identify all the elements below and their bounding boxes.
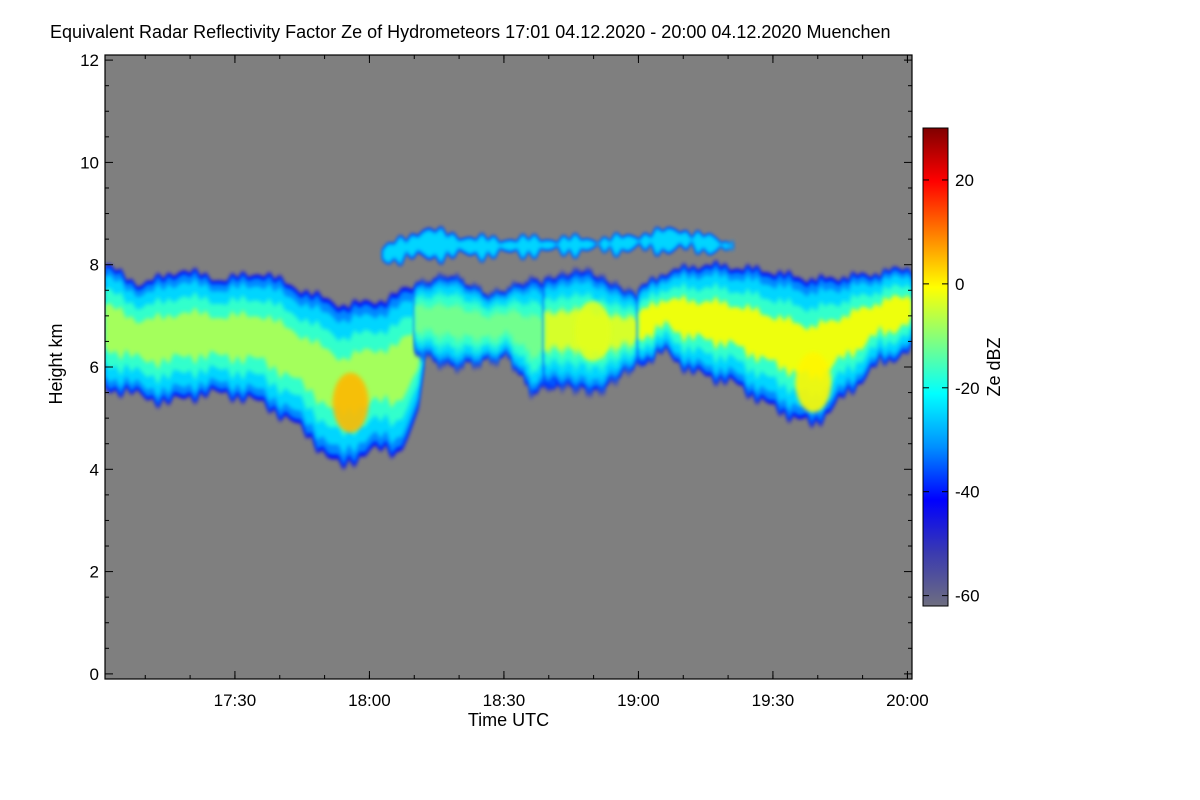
cloud-shell: [638, 294, 912, 383]
y-tick-label: 0: [90, 665, 99, 684]
y-tick-label: 4: [90, 460, 99, 479]
colorbar: 20 0 -20 -40 -60 Ze dBZ: [922, 127, 1004, 607]
cloud-layer-upper-fragments: [382, 226, 733, 267]
x-tick-label: 19:30: [752, 691, 795, 710]
intense-core: [795, 352, 832, 413]
y-tick-label: 2: [90, 563, 99, 582]
cloud-layer-main-cloud-2: [415, 271, 564, 401]
colorbar-tick-label: -40: [955, 483, 980, 502]
intense-core: [332, 372, 369, 433]
colorbar-gradient: [923, 128, 948, 606]
x-tick-label: 19:00: [617, 691, 660, 710]
axes: 17:30 18:00 18:30 19:00 19:30 20:00 0 2 4 6 8 10 12 T…: [46, 51, 929, 730]
colorbar-label: Ze dBZ: [984, 337, 1004, 396]
x-tick-label: 18:00: [348, 691, 391, 710]
x-axis-title: Time UTC: [468, 710, 549, 730]
x-tick-label: 17:30: [214, 691, 257, 710]
colorbar-tick-label: -60: [955, 587, 980, 606]
cloud-layer-main-cloud-3: [544, 265, 652, 399]
y-axis-title: Height km: [46, 323, 66, 404]
y-tick-label: 8: [90, 256, 99, 275]
colorbar-tick-label: 0: [955, 275, 964, 294]
reflectivity-field: [105, 226, 912, 471]
x-tick-label: 18:30: [483, 691, 526, 710]
chart-title: Equivalent Radar Reflectivity Factor Ze …: [50, 22, 891, 42]
cloud-shell: [415, 299, 564, 364]
y-tick-label: 6: [90, 358, 99, 377]
intense-core: [574, 301, 611, 362]
colorbar-tick-label: 20: [955, 171, 974, 190]
y-tick-label: 12: [80, 51, 99, 70]
cloud-layer-main-cloud-4: [638, 259, 912, 429]
y-tick-label: 10: [80, 153, 99, 172]
cloud-shell: [382, 228, 733, 265]
colorbar-frame: [922, 127, 949, 607]
x-tick-label: 20:00: [886, 691, 929, 710]
colorbar-tick-label: -20: [955, 379, 980, 398]
